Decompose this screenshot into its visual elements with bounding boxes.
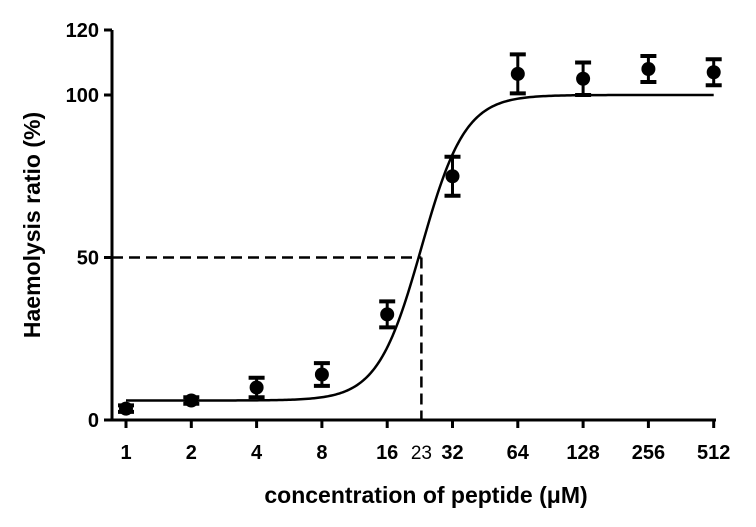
data-point [706,65,721,80]
y-tick-label: 50 [77,248,99,270]
data-point [641,62,656,76]
reference-x-label: 23 [411,443,432,464]
data-point [380,307,395,322]
x-tick-label: 2 [186,442,197,464]
x-tick-label: 64 [507,442,530,464]
x-tick-label: 128 [566,442,599,464]
data-point [119,401,133,416]
x-tick-label: 8 [316,442,327,464]
x-ticks: 1 2 4 8 16 32 64 128 256 512 [120,420,730,464]
x-tick-label: 16 [376,442,398,464]
data-points [118,52,722,416]
y-tick-label: 120 [66,20,99,42]
data-point [576,71,591,86]
y-ticks: 0 50 100 120 [66,20,112,432]
data-point [249,380,264,395]
reference-lines [112,256,423,420]
axes [110,30,716,422]
x-axis-title: concentration of peptide (μM) [264,482,587,508]
data-point [510,66,525,81]
x-tick-label: 4 [251,442,263,464]
fit-curve [126,93,714,402]
x-tick-label: 256 [632,442,665,464]
y-axis-title: Haemolysis ratio (%) [19,112,45,338]
data-point [314,367,329,382]
x-tick-label: 512 [697,442,730,464]
data-point [184,393,199,408]
data-point [445,169,460,184]
y-tick-label: 100 [66,85,99,107]
x-tick-label: 1 [120,442,131,464]
y-tick-label: 0 [88,410,99,432]
x-tick-label: 32 [441,442,463,464]
